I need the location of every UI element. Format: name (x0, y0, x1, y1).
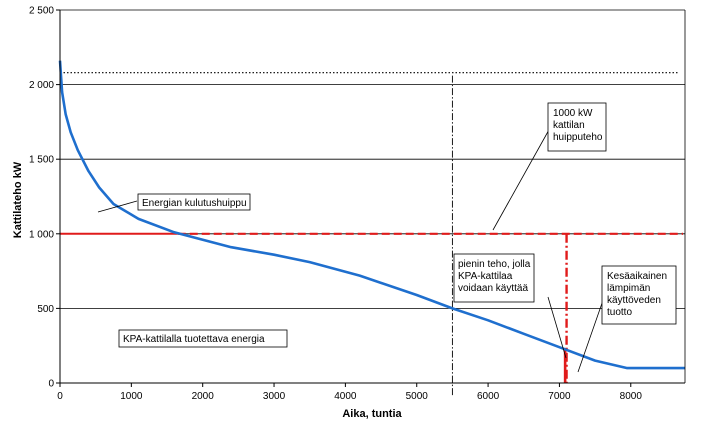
y-tick-label: 1 500 (29, 155, 54, 166)
annotation-summer-line-3: käyttöveden (607, 295, 661, 306)
annotation-summer-line-4: tuotto (607, 307, 632, 318)
boiler-peak-leader (492, 127, 551, 231)
y-axis-label: Kattilateho kW (12, 161, 24, 238)
y-tick-label: 0 (48, 379, 54, 390)
annotation-boiler-peak-line-1: 1000 kW (553, 108, 593, 119)
y-tick-label: 1 000 (29, 229, 54, 240)
x-tick-label: 2000 (192, 391, 215, 402)
axes (56, 9, 686, 387)
annotation-boiler-peak-line-2: kattilan (553, 120, 585, 131)
annotation-peak-demand-box (137, 193, 251, 211)
annotation-min-power-line-1: pienin teho, jolla (458, 259, 531, 270)
annotation-min-power-box (453, 253, 535, 303)
annotation-peak-demand: Energian kulutushuippu (137, 193, 251, 211)
annotation-boiler-peak-line-3: huipputeho (553, 132, 603, 143)
x-tick-label: 8000 (620, 391, 643, 402)
annotation-summer-line-2: lämpimän (607, 283, 650, 294)
annotation-min-power-line-3: voidaan käyttää (458, 283, 528, 294)
annotation-kpa-energy-text: KPA-kattilalla tuotettava energia (123, 334, 265, 345)
series-line-0 (58, 60, 685, 370)
annotation-kpa-energy-box (118, 329, 288, 348)
x-tick-label: 7000 (548, 391, 571, 402)
y-tick-label: 2 500 (29, 6, 54, 17)
annotation-min-power-line-2: KPA-kattilaa (458, 271, 513, 282)
annotation-peak-demand-text: Energian kulutushuippu (142, 198, 247, 209)
x-tick-label: 1000 (120, 391, 143, 402)
annotation-summer-line-1: Kesäaikainen (607, 271, 667, 282)
annotation-summer-box (601, 265, 677, 325)
x-tick-label: 4000 (334, 391, 357, 402)
min-power-leader (547, 296, 567, 359)
annotation-summer: Kesäaikainen lämpimän käyttöveden tuotto (601, 265, 677, 325)
x-tick-label: 6000 (477, 391, 500, 402)
y-tick-label: 2 000 (29, 80, 54, 91)
annotation-boiler-peak: 1000 kW kattilan huipputeho (547, 102, 607, 152)
x-tick-label: 3000 (263, 391, 286, 402)
series-group (58, 60, 685, 370)
annotation-kpa-energy: KPA-kattilalla tuotettava energia (118, 329, 288, 348)
grid-lines (60, 9, 685, 309)
x-axis-label: Aika, tuntia (342, 408, 402, 420)
x-tick-label: 5000 (406, 391, 429, 402)
y-tick-label: 500 (37, 304, 54, 315)
annotation-boiler-peak-box (547, 102, 607, 152)
peak-demand-leader (97, 200, 138, 213)
annotation-min-power: pienin teho, jolla KPA-kattilaa voidaan … (453, 253, 535, 303)
x-tick-label: 0 (57, 391, 63, 402)
reference-lines (60, 72, 683, 397)
